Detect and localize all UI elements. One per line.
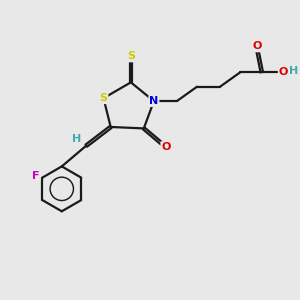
Text: H: H bbox=[290, 66, 299, 76]
Text: N: N bbox=[149, 96, 158, 106]
Text: O: O bbox=[253, 41, 262, 51]
Text: F: F bbox=[32, 171, 40, 181]
Text: S: S bbox=[127, 52, 135, 61]
Text: S: S bbox=[100, 93, 107, 103]
Text: O: O bbox=[279, 67, 288, 77]
Text: H: H bbox=[72, 134, 82, 144]
Text: O: O bbox=[161, 142, 171, 152]
